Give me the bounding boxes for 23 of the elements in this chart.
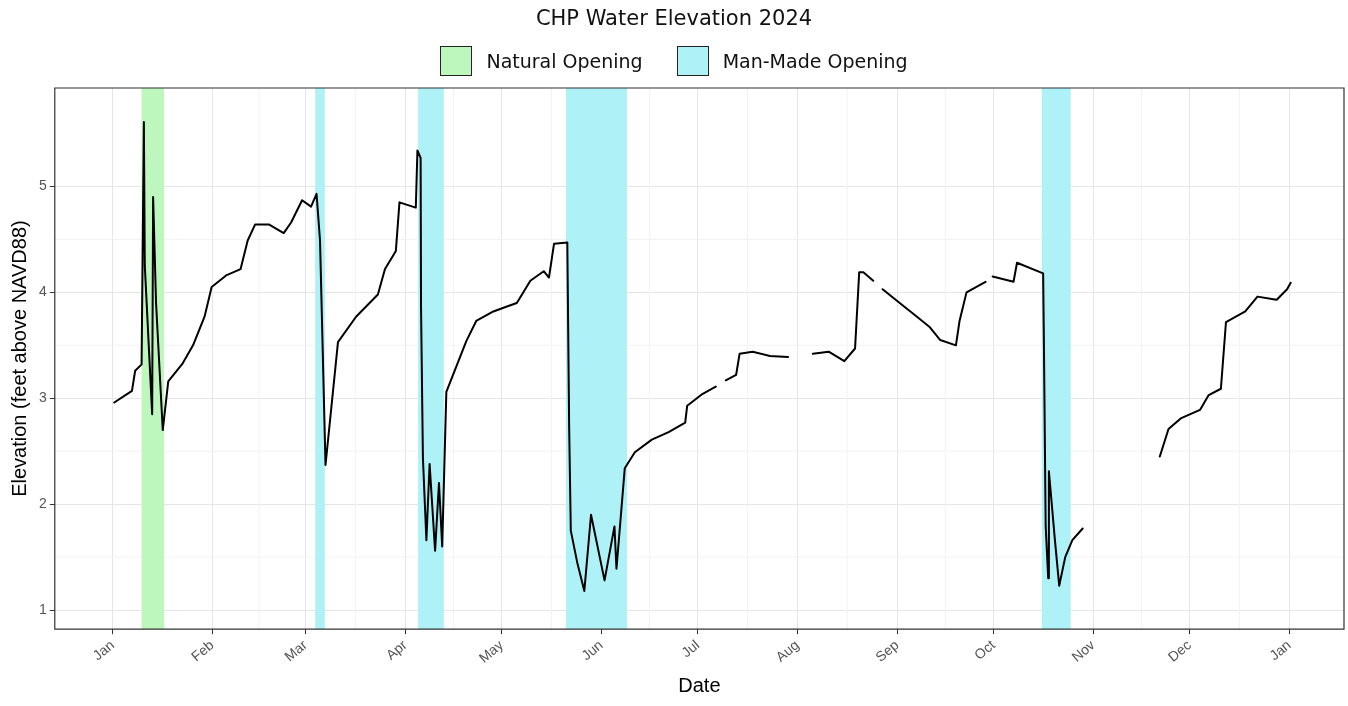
x-tick-label: Jan	[89, 636, 118, 664]
x-tick-label: Aug	[772, 636, 802, 665]
x-tick-label: Feb	[187, 636, 217, 665]
x-tick-label: Jan	[1266, 636, 1294, 664]
x-tick-label: Oct	[971, 636, 999, 663]
legend-label: Man-Made Opening	[722, 50, 908, 72]
x-axis-title: Date	[678, 673, 721, 696]
x-tick-label: Jun	[578, 636, 606, 664]
y-tick-label: 5	[38, 177, 47, 194]
x-tick-label: Sep	[872, 636, 902, 665]
x-tick-label: Jul	[678, 636, 703, 661]
chart-title: CHP Water Elevation 2024	[534, 6, 814, 30]
y-tick-label: 2	[38, 495, 47, 512]
x-tick-label: Dec	[1164, 636, 1195, 665]
legend-label: Natural Opening	[486, 50, 643, 72]
x-tick-label: May	[475, 636, 507, 666]
x-tick-label: Mar	[281, 636, 311, 665]
y-tick-label: 1	[38, 600, 47, 617]
y-axis-title: Elevation (feet above NAVD88)	[7, 220, 30, 497]
y-tick-label: 3	[38, 389, 47, 406]
x-tick-label: Nov	[1068, 636, 1098, 665]
y-tick-label: 4	[38, 283, 47, 300]
x-tick-label: Apr	[382, 636, 410, 663]
